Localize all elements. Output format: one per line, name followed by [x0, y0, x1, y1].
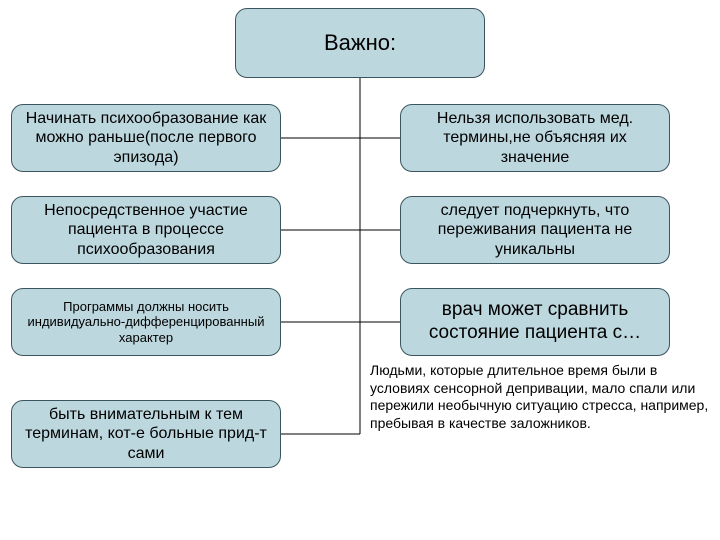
child-node-l2: Непосредственное участие пациента в проц… — [11, 196, 281, 264]
child-node-r3-label: врач может сравнить состояние пациента с… — [407, 299, 663, 345]
child-node-r1-label: Нельзя использовать мед. термины,не объя… — [407, 109, 663, 167]
child-node-l2-label: Непосредственное участие пациента в проц… — [18, 201, 274, 259]
child-node-r3: врач может сравнить состояние пациента с… — [400, 288, 670, 356]
child-node-l1: Начинать психообразование как можно рань… — [11, 104, 281, 172]
root-node-label: Важно: — [324, 30, 396, 56]
child-node-r2-label: следует подчеркнуть, что переживания пац… — [407, 201, 663, 259]
child-node-r2: следует подчеркнуть, что переживания пац… — [400, 196, 670, 264]
annotation-text: Людьми, которые длительное время были в … — [370, 362, 710, 432]
child-node-r1: Нельзя использовать мед. термины,не объя… — [400, 104, 670, 172]
child-node-l4-label: быть внимательным к тем терминам, кот-е … — [18, 405, 274, 463]
child-node-l3: Программы должны носить индивидуально-ди… — [11, 288, 281, 356]
child-node-l3-label: Программы должны носить индивидуально-ди… — [18, 299, 274, 346]
root-node: Важно: — [235, 8, 485, 78]
child-node-l4: быть внимательным к тем терминам, кот-е … — [11, 400, 281, 468]
child-node-l1-label: Начинать психообразование как можно рань… — [18, 109, 274, 167]
